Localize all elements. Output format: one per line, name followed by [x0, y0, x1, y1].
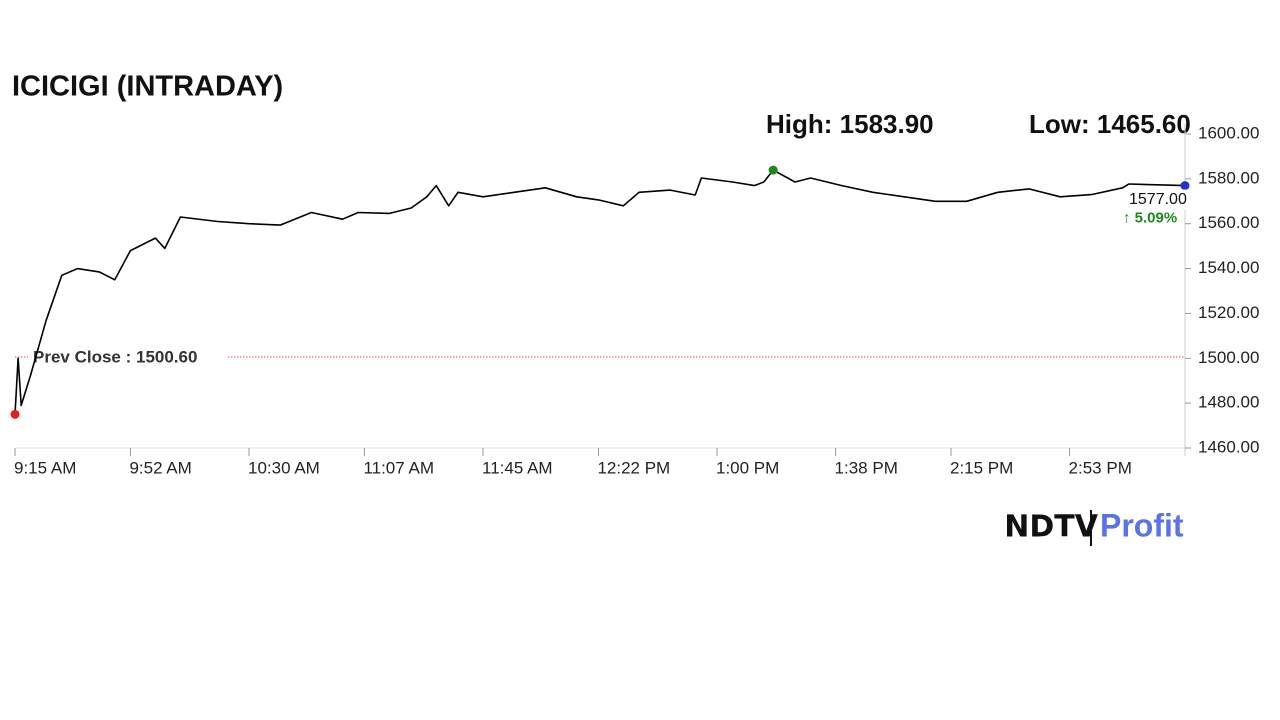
y-tick-label: 1600.00 [1198, 123, 1259, 142]
prev-close-bg [28, 345, 228, 368]
x-tick-label: 2:53 PM [1069, 458, 1132, 477]
x-tick-label: 11:45 AM [482, 458, 553, 477]
x-tick-label: 1:00 PM [716, 458, 779, 477]
x-tick-label: 9:52 AM [129, 458, 191, 477]
prev-close-label: Prev Close : 1500.60 [33, 347, 197, 366]
start-dot [10, 409, 20, 419]
brand-right: Profit [1100, 507, 1184, 543]
x-tick-label: 9:15 AM [14, 458, 76, 477]
high-label: High: 1583.90 [766, 109, 934, 139]
x-tick-label: 1:38 PM [835, 458, 898, 477]
price-line [14, 169, 1186, 415]
last-box [1122, 189, 1190, 210]
x-tick-label: 12:22 PM [597, 458, 670, 477]
change-label: ↑ 5.09% [1123, 210, 1177, 227]
last-dot [1180, 181, 1190, 191]
y-tick-label: 1520.00 [1198, 303, 1259, 322]
low-label: Low: 1465.60 [1029, 109, 1191, 139]
y-tick-label: 1500.00 [1198, 348, 1259, 367]
x-tick-label: 11:07 AM [363, 458, 434, 477]
last-price: 1577.00 [1129, 191, 1187, 208]
x-tick-label: 10:30 AM [248, 458, 320, 477]
y-tick-label: 1560.00 [1198, 213, 1259, 232]
chart-title: ICICIGI (INTRADAY) [12, 71, 283, 103]
x-tick-label: 2:15 PM [950, 458, 1013, 477]
y-tick-label: 1540.00 [1198, 258, 1259, 277]
high-dot [768, 165, 778, 175]
y-tick-label: 1580.00 [1198, 168, 1259, 187]
brand-left: NDTV [1004, 510, 1098, 545]
y-tick-label: 1480.00 [1198, 393, 1259, 412]
y-tick-label: 1460.00 [1198, 437, 1259, 456]
